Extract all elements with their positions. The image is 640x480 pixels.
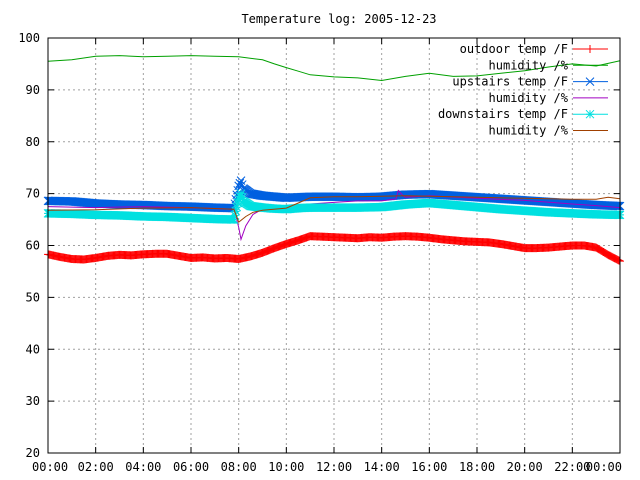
series-0	[44, 232, 624, 266]
chart-title: Temperature log: 2005-12-23	[241, 12, 436, 26]
data-point	[236, 189, 246, 198]
y-tick-label: 30	[26, 394, 40, 408]
legend-label: downstairs temp /F	[438, 107, 568, 121]
x-tick-label: 10:00	[268, 460, 304, 474]
legend-label: humidity /%	[489, 58, 569, 72]
data-point	[614, 201, 624, 211]
data-point	[231, 206, 241, 216]
legend-label: humidity /%	[489, 91, 569, 105]
x-tick-label: 08:00	[221, 460, 257, 474]
x-tick-label: 00:00	[32, 460, 68, 474]
x-tick-label: 18:00	[459, 460, 495, 474]
legend-label: outdoor temp /F	[460, 42, 568, 56]
series-2	[43, 176, 625, 213]
series-line	[47, 55, 621, 82]
series-layer	[43, 55, 625, 266]
data-point	[233, 198, 243, 208]
y-tick-label: 60	[26, 239, 40, 253]
x-tick-label: 22:00	[554, 460, 590, 474]
x-tick-label: 16:00	[411, 460, 447, 474]
x-tick-label: 06:00	[173, 460, 209, 474]
legend-marker	[586, 45, 594, 53]
x-tick-label: 04:00	[125, 460, 161, 474]
data-point	[235, 178, 245, 188]
legend-marker	[585, 77, 595, 86]
data-point	[230, 211, 240, 220]
legend-marker	[585, 109, 595, 119]
y-tick-label: 40	[26, 342, 40, 356]
y-tick-label: 70	[26, 187, 40, 201]
series-line	[47, 195, 621, 224]
y-tick-label: 80	[26, 135, 40, 149]
data-point	[611, 201, 621, 211]
x-tick-label: 02:00	[78, 460, 114, 474]
data-point	[229, 215, 239, 224]
x-tick-label: 20:00	[507, 460, 543, 474]
y-tick-label: 100	[18, 31, 40, 45]
y-tick-label: 20	[26, 446, 40, 460]
data-point	[237, 193, 247, 202]
data-point	[232, 202, 242, 212]
y-tick-label: 50	[26, 290, 40, 304]
legend-label: upstairs temp /F	[452, 75, 568, 89]
data-point	[234, 194, 244, 204]
y-tick-label: 90	[26, 83, 40, 97]
series-4	[43, 189, 625, 224]
series-1	[47, 55, 621, 82]
legend-label: humidity /%	[489, 124, 569, 138]
series-5	[47, 195, 621, 224]
axes-layer: 20 30 40 50 60 70 80 90 100 00:00 02:00 04:00 06:00 0…	[18, 31, 622, 474]
legend: outdoor temp /F humidity /% upstairs temp …	[438, 42, 608, 138]
x-tick-label: 00:00	[586, 460, 622, 474]
x-tick-label: 12:00	[316, 460, 352, 474]
x-tick-label: 14:00	[364, 460, 400, 474]
data-point	[613, 201, 623, 211]
data-point	[235, 191, 245, 201]
